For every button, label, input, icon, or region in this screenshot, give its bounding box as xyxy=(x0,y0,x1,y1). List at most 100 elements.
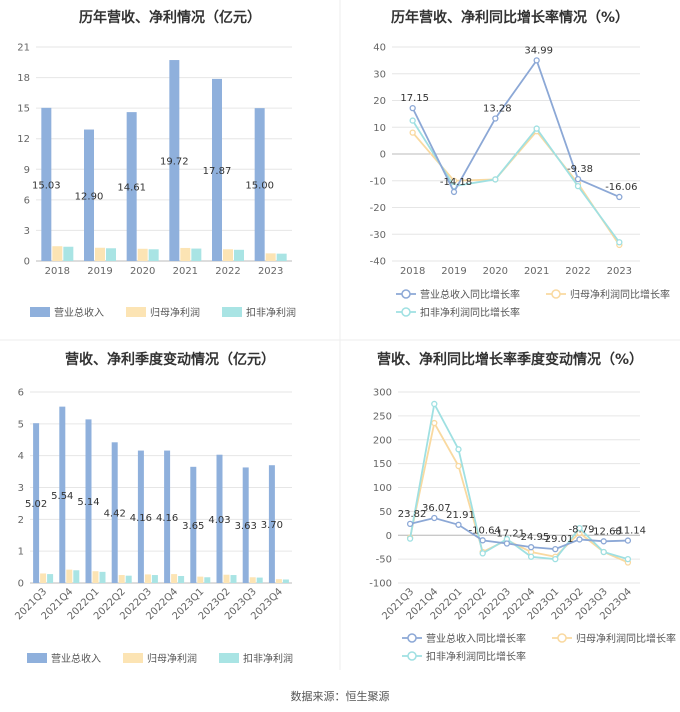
point-3 xyxy=(455,446,462,453)
bar-1 xyxy=(242,467,249,583)
y-tick-label: 0 xyxy=(380,150,386,161)
bar-3 xyxy=(106,248,116,261)
point-1 xyxy=(406,520,414,528)
legend-swatch-point xyxy=(551,289,561,299)
y-tick-label: 1 xyxy=(18,547,24,558)
bar-1 xyxy=(33,423,40,583)
point-1 xyxy=(450,188,458,196)
data-label: 3.70 xyxy=(261,520,283,531)
bar-1 xyxy=(137,450,144,583)
bar-2 xyxy=(52,246,63,261)
bar-2 xyxy=(180,247,191,261)
point-1 xyxy=(455,521,462,528)
point-3 xyxy=(479,550,486,557)
bar-1 xyxy=(126,112,137,261)
y-tick-label: 18 xyxy=(17,73,30,84)
data-label: -24.95 xyxy=(517,532,549,543)
x-tick-label: 2022 xyxy=(215,266,240,277)
data-label: -29.01 xyxy=(541,534,573,545)
bar-3 xyxy=(256,577,263,583)
bar-2 xyxy=(223,574,230,583)
legend-swatch xyxy=(123,653,143,663)
y-tick-label: 30 xyxy=(373,69,386,80)
point-1 xyxy=(492,115,499,122)
bar-2 xyxy=(144,574,151,583)
y-tick-label: 250 xyxy=(373,411,392,422)
legend-swatch xyxy=(27,653,47,663)
y-tick-label: 6 xyxy=(24,195,30,206)
point-1 xyxy=(576,536,583,543)
data-label: -10.64 xyxy=(469,525,501,536)
bar-3 xyxy=(276,253,287,261)
bar-2 xyxy=(223,249,233,261)
point-1 xyxy=(574,175,582,183)
legend-label: 归母净利润 xyxy=(147,652,197,665)
legend-label: 归母净利润同比增长率 xyxy=(576,632,676,645)
legend-swatch-point xyxy=(407,633,417,643)
point-3 xyxy=(576,524,583,532)
series-line-1 xyxy=(411,58,620,198)
data-label: 4.16 xyxy=(156,513,178,524)
bar-2 xyxy=(275,579,282,583)
y-tick-label: -10 xyxy=(370,176,386,187)
data-label: 36.07 xyxy=(422,503,451,514)
y-tick-label: 3 xyxy=(18,483,24,494)
data-source-label: 数据来源：恒生聚源 xyxy=(290,690,390,703)
legend-swatch xyxy=(30,307,50,317)
x-tick-label: 2020 xyxy=(130,266,155,277)
x-tick-label: 2019 xyxy=(87,266,112,277)
x-tick-label: 2021 xyxy=(173,266,198,277)
legend-label: 归母净利润 xyxy=(150,306,200,319)
bar-2 xyxy=(92,571,99,583)
bar-1 xyxy=(190,466,197,583)
y-tick-label: 300 xyxy=(373,388,392,399)
point-1 xyxy=(533,57,540,64)
point-3 xyxy=(616,239,623,246)
bar-3 xyxy=(151,575,158,583)
bar-3 xyxy=(282,579,289,583)
data-label: 14.61 xyxy=(117,183,146,194)
data-label: 17.15 xyxy=(400,93,429,104)
data-label: -12.68 xyxy=(590,526,622,537)
x-tick-label: 2018 xyxy=(400,266,425,277)
point-3 xyxy=(552,555,559,563)
data-label: -11.14 xyxy=(614,526,646,537)
bar-1 xyxy=(164,450,171,583)
y-tick-label: 2 xyxy=(18,515,24,526)
data-label: 3.63 xyxy=(235,521,257,532)
data-label: 15.03 xyxy=(32,180,61,191)
data-label: 17.87 xyxy=(203,166,232,177)
y-tick-label: 0 xyxy=(386,531,392,542)
x-tick-label: 2019 xyxy=(441,266,466,277)
y-tick-label: 21 xyxy=(17,43,30,54)
data-label: -8.79 xyxy=(569,524,595,535)
bar-3 xyxy=(99,571,106,583)
data-label: 21.91 xyxy=(446,510,475,521)
point-1 xyxy=(527,544,535,551)
point-3 xyxy=(600,548,607,556)
series-line-2 xyxy=(411,129,621,246)
legend-swatch-point xyxy=(557,633,567,643)
data-label: -9.38 xyxy=(567,164,593,175)
y-tick-label: 10 xyxy=(373,123,386,134)
legend-swatch xyxy=(219,653,239,663)
x-tick-label: 2018 xyxy=(45,266,70,277)
bar-2 xyxy=(265,253,276,261)
chart-title: 历年营收、净利情况（亿元） xyxy=(79,9,261,26)
point-1 xyxy=(624,537,632,544)
x-tick-label: 2021 xyxy=(524,266,549,277)
bar-3 xyxy=(178,575,185,583)
point-3 xyxy=(409,117,416,124)
data-label: 5.54 xyxy=(51,491,73,502)
bar-3 xyxy=(204,577,211,583)
point-1 xyxy=(600,538,607,545)
point-3 xyxy=(406,535,414,542)
data-label: 3.65 xyxy=(182,521,204,532)
chart-2: 历年营收、净利同比增长率情况（%） -40 -30 -20 -10 0 10 20 30 40 20… xyxy=(370,9,670,319)
point-3 xyxy=(533,125,540,132)
legend-swatch-point xyxy=(407,651,417,661)
data-label: 19.72 xyxy=(160,157,189,168)
y-tick-label: -50 xyxy=(376,555,392,566)
chart-title: 营收、净利同比增长率季度变动情况（%） xyxy=(377,351,643,368)
